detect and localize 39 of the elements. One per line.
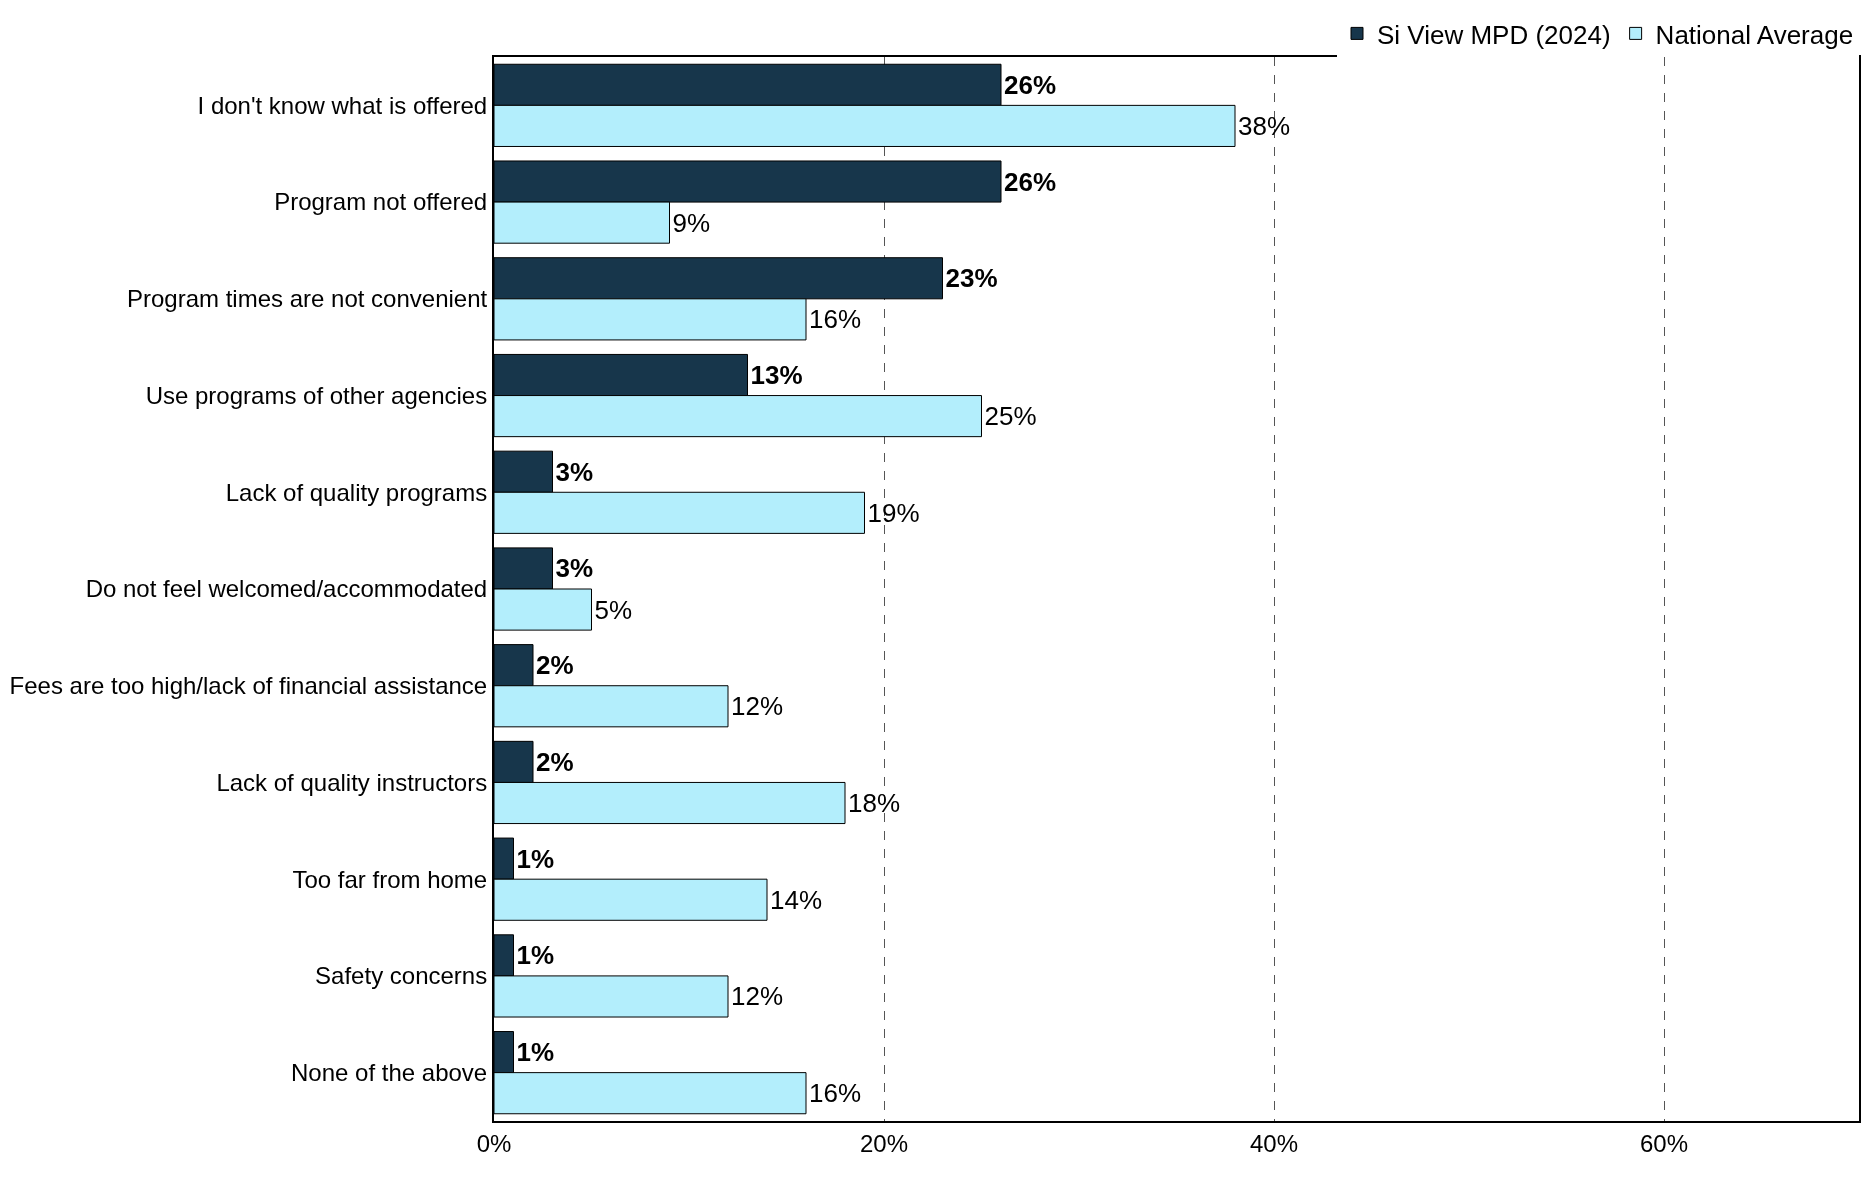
data-label: 16% — [809, 304, 862, 335]
y-tick-label: Program times are not convenient — [127, 285, 488, 313]
y-tick-label: I don't know what is offered — [197, 91, 488, 119]
y-tick-label: Fees are too high/lack of financial assistance — [9, 672, 488, 700]
data-label: 23% — [945, 263, 998, 294]
y-tick-label: Lack of quality programs — [225, 478, 488, 506]
y-tick-label: Lack of quality instructors — [216, 768, 488, 796]
x-tick-label: 20% — [859, 1129, 909, 1157]
data-label: 1% — [516, 843, 555, 874]
data-label: 1% — [516, 940, 555, 971]
data-label: 38% — [1238, 110, 1291, 141]
data-label: 26% — [1004, 166, 1057, 197]
data-label: 12% — [731, 981, 784, 1012]
y-tick-label: Too far from home — [292, 865, 488, 893]
data-label: 14% — [770, 884, 823, 915]
x-tick-label: 40% — [1249, 1129, 1299, 1157]
y-tick-label: None of the above — [291, 1059, 488, 1087]
x-tick-label: 60% — [1639, 1129, 1689, 1157]
legend-label: Si View MPD (2024) — [1377, 19, 1611, 50]
data-label: 13% — [750, 359, 803, 390]
data-label: 2% — [536, 746, 574, 777]
data-label: 3% — [555, 456, 594, 487]
y-tick-label: Safety concerns — [315, 962, 488, 990]
data-label: 18% — [848, 788, 901, 819]
y-tick-label: Use programs of other agencies — [145, 381, 488, 409]
data-label: 16% — [809, 1078, 862, 1109]
x-tick-label: 0% — [476, 1129, 512, 1157]
data-label: 25% — [984, 401, 1037, 432]
data-label: 19% — [867, 497, 920, 528]
data-label: 5% — [594, 594, 633, 625]
data-label: 2% — [536, 650, 574, 681]
data-label: 12% — [731, 691, 784, 722]
y-tick-label: Program not offered — [274, 188, 488, 216]
data-label: 9% — [672, 207, 711, 238]
legend-label: National Average — [1655, 19, 1854, 50]
data-label: 3% — [555, 553, 594, 584]
data-label: 1% — [516, 1037, 555, 1068]
y-tick-label: Do not feel welcomed/accommodated — [85, 575, 488, 603]
data-label: 26% — [1004, 69, 1057, 100]
